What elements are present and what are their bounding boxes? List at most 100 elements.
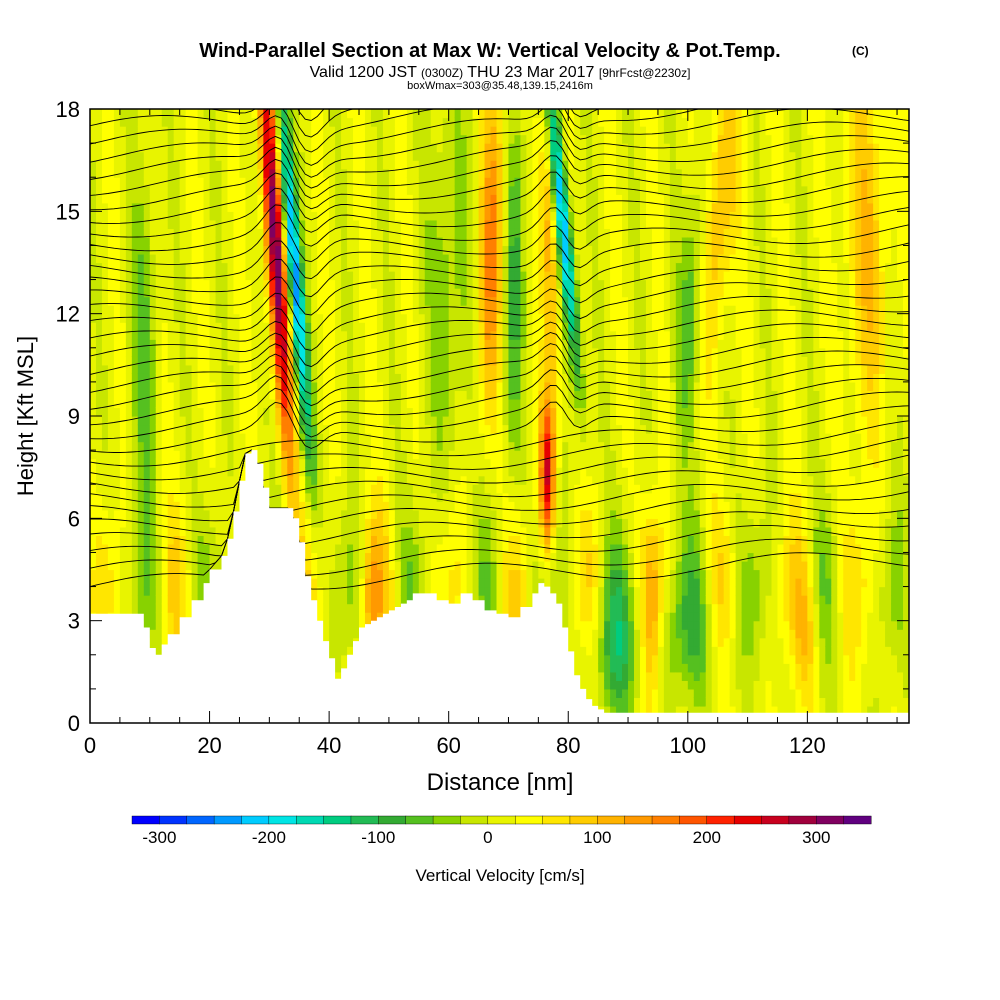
velocity-cell (359, 305, 366, 315)
velocity-cell (412, 364, 420, 374)
velocity-cell (90, 526, 97, 536)
velocity-cell (299, 330, 306, 340)
velocity-cell (329, 629, 336, 639)
velocity-cell (400, 450, 408, 460)
velocity-cell (155, 407, 163, 417)
velocity-cell (95, 569, 103, 579)
subtitle-date: THU 23 Mar 2017 (467, 64, 594, 81)
velocity-cell (287, 450, 294, 460)
velocity-cell (364, 569, 372, 579)
velocity-cell (167, 484, 175, 494)
velocity-cell (155, 373, 163, 383)
velocity-cell (299, 262, 306, 272)
velocity-cell (388, 578, 396, 588)
velocity-cell (185, 475, 193, 485)
velocity-cell (472, 330, 480, 340)
velocity-cell (359, 407, 366, 417)
velocity-cell (484, 458, 492, 468)
velocity-cell (161, 279, 169, 289)
velocity-cell (406, 390, 414, 400)
velocity-cell (490, 407, 498, 417)
velocity-cell (245, 202, 253, 212)
velocity-cell (418, 424, 426, 434)
velocity-cell (197, 526, 205, 536)
velocity-cell (430, 143, 438, 153)
velocity-cell (203, 467, 211, 477)
velocity-cell (113, 390, 121, 400)
velocity-cell (311, 305, 318, 315)
velocity-cell (101, 390, 109, 400)
velocity-cell (107, 373, 115, 383)
velocity-cell (95, 356, 103, 366)
velocity-cell (484, 296, 492, 306)
velocity-cell (113, 185, 121, 195)
velocity-cell (143, 586, 151, 596)
velocity-cell (359, 330, 366, 340)
velocity-cell (394, 279, 402, 289)
velocity-cell (257, 305, 264, 315)
velocity-cell (119, 535, 127, 545)
velocity-cell (173, 134, 181, 144)
velocity-cell (382, 322, 390, 332)
velocity-cell (376, 390, 384, 400)
velocity-cell (155, 543, 163, 554)
velocity-cell (95, 398, 103, 409)
velocity-cell (275, 117, 282, 127)
velocity-cell (239, 117, 247, 127)
velocity-cell (209, 134, 217, 144)
velocity-cell (107, 143, 115, 153)
velocity-cell (317, 398, 324, 409)
velocity-cell (460, 117, 468, 127)
velocity-cell (454, 458, 462, 468)
velocity-cell (359, 347, 366, 357)
velocity-cell (472, 526, 480, 536)
velocity-cell (95, 211, 103, 221)
velocity-cell (239, 373, 247, 383)
velocity-cell (143, 126, 151, 136)
velocity-cell (197, 288, 205, 298)
velocity-cell (436, 253, 444, 264)
velocity-cell (209, 151, 217, 161)
velocity-cell (394, 126, 402, 136)
velocity-cell (400, 168, 408, 178)
velocity-cell (436, 560, 444, 571)
velocity-cell (430, 330, 438, 340)
velocity-cell (149, 288, 157, 298)
velocity-cell (107, 117, 115, 127)
velocity-cell (382, 117, 390, 127)
velocity-cell (484, 416, 492, 426)
velocity-cell (317, 364, 324, 374)
velocity-cell (90, 373, 97, 383)
velocity-cell (442, 313, 450, 323)
velocity-cell (185, 373, 193, 383)
velocity-cell (347, 381, 354, 392)
velocity-cell (245, 296, 253, 306)
velocity-cell (406, 381, 414, 392)
velocity-cell (245, 160, 253, 170)
velocity-cell (311, 143, 318, 153)
velocity-cell (215, 219, 223, 229)
velocity-cell (311, 339, 318, 349)
velocity-cell (155, 288, 163, 298)
velocity-cell (185, 313, 193, 323)
velocity-cell (472, 262, 480, 272)
velocity-cell (257, 441, 264, 451)
velocity-cell (490, 245, 498, 255)
velocity-cell (442, 501, 450, 511)
velocity-cell (221, 467, 229, 477)
velocity-cell (436, 143, 444, 153)
velocity-cell (341, 543, 348, 554)
velocity-cell (364, 424, 372, 434)
velocity-cell (299, 416, 306, 426)
velocity-cell (95, 373, 103, 383)
velocity-cell (203, 433, 211, 443)
velocity-cell (185, 535, 193, 545)
velocity-cell (90, 416, 97, 426)
velocity-cell (388, 134, 396, 144)
velocity-cell (424, 560, 432, 571)
velocity-cell (299, 143, 306, 153)
velocity-cell (203, 526, 211, 536)
velocity-cell (90, 433, 97, 443)
velocity-cell (191, 450, 199, 460)
velocity-cell (275, 330, 282, 340)
